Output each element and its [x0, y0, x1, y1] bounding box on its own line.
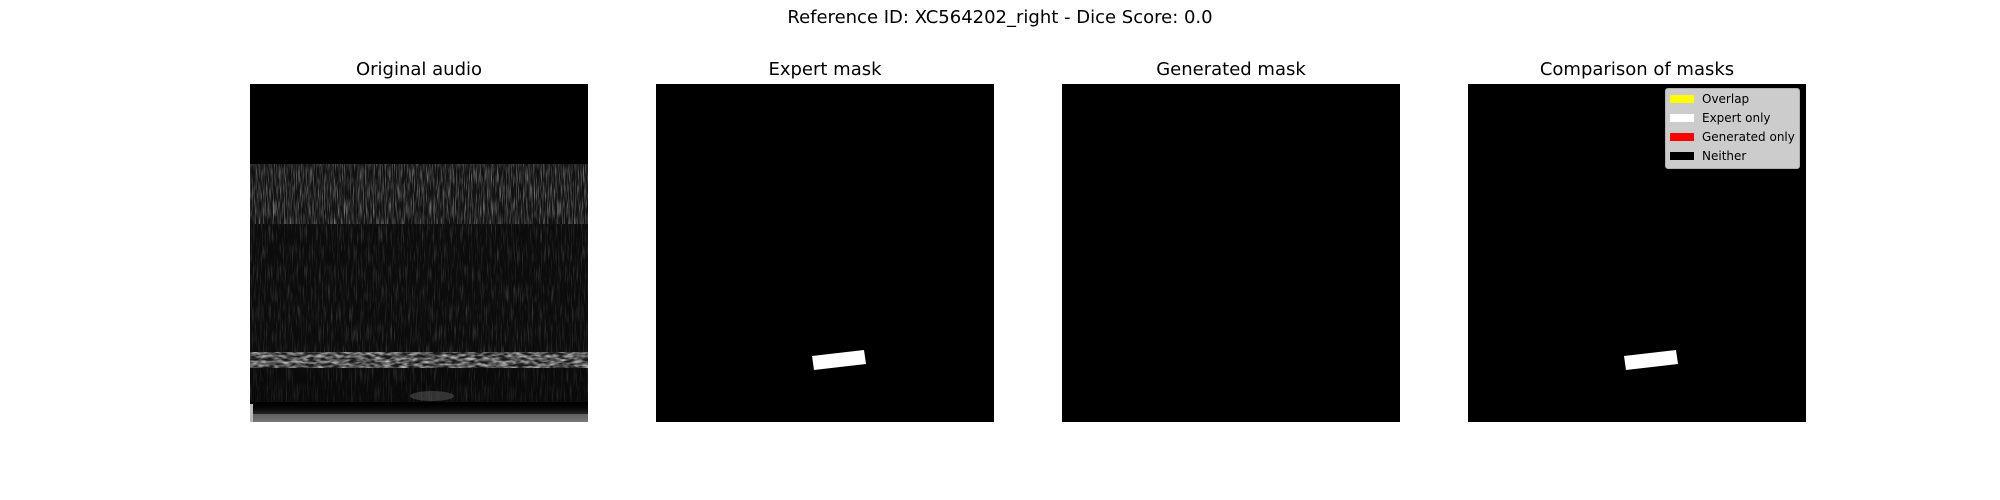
- panel-title-original-audio: Original audio: [355, 59, 483, 80]
- legend-item-generated-only: Generated only: [1670, 128, 1795, 146]
- expert-mask-image: [656, 84, 994, 422]
- panel-title-generated-mask: Generated mask: [1156, 59, 1306, 80]
- legend-label: Generated only: [1702, 130, 1795, 144]
- legend-item-overlap: Overlap: [1670, 90, 1749, 108]
- legend-swatch: [1670, 133, 1694, 141]
- spectrogram-image: [250, 84, 588, 422]
- panel-title-expert-mask: Expert mask: [768, 59, 882, 80]
- legend-item-expert-only: Expert only: [1670, 109, 1771, 127]
- legend-item-neither: Neither: [1670, 147, 1746, 165]
- figure-title: Reference ID: XC564202_right - Dice Scor…: [787, 7, 1213, 28]
- legend-swatch: [1670, 114, 1694, 122]
- comparison-legend: Overlap Expert only Generated only Neith…: [1665, 88, 1800, 169]
- legend-swatch: [1670, 152, 1694, 160]
- legend-label: Overlap: [1702, 92, 1750, 106]
- legend-label: Expert only: [1702, 111, 1771, 125]
- generated-mask-image: [1062, 84, 1400, 422]
- panel-title-comparison: Comparison of masks: [1539, 59, 1735, 80]
- legend-label: Neither: [1702, 149, 1747, 163]
- comparison-expert-only-region: [1624, 350, 1678, 370]
- spectrogram-blob: [410, 391, 454, 401]
- expert-mask-region: [812, 350, 866, 370]
- spectrogram-graphic: [250, 84, 588, 422]
- legend-swatch: [1670, 95, 1694, 103]
